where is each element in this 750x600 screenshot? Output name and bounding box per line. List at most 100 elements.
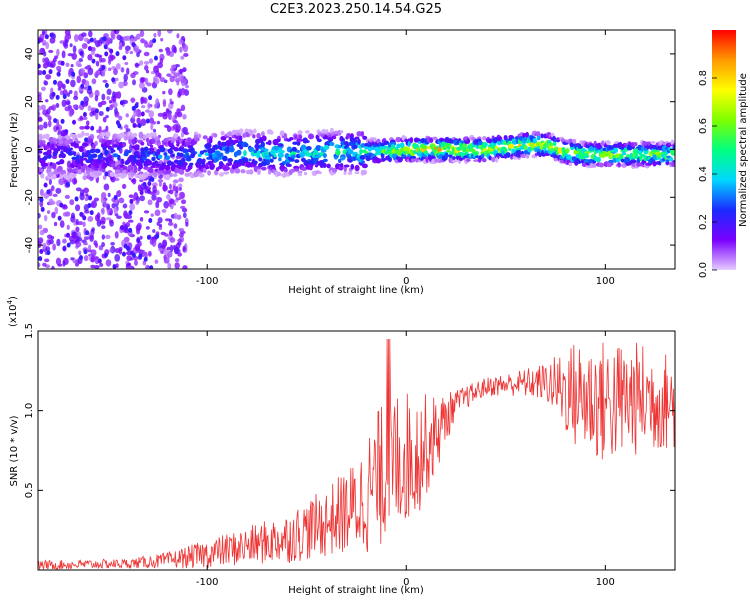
spectrogram-cell bbox=[138, 81, 145, 89]
spectrogram-cell bbox=[137, 122, 142, 128]
spectrogram-cell bbox=[167, 222, 174, 226]
spectrogram-cell bbox=[139, 179, 144, 183]
spectrogram-cell bbox=[180, 79, 187, 87]
snr-plot-area bbox=[38, 338, 675, 570]
spectrogram-cell bbox=[213, 133, 218, 138]
spectrogram-cell bbox=[73, 34, 79, 42]
spectrogram-cell bbox=[183, 89, 190, 96]
spectrogram-cell bbox=[51, 211, 56, 219]
spectrogram-cell bbox=[61, 99, 67, 108]
spectrogram-cell bbox=[121, 183, 127, 189]
spectrogram-cell bbox=[94, 243, 99, 248]
spectrogram-cell bbox=[186, 155, 191, 160]
spectrogram-cell bbox=[283, 168, 288, 173]
chart-title: C2E3.2023.250.14.54.G25 bbox=[269, 2, 443, 17]
spectrogram-cell bbox=[42, 62, 49, 69]
spectrogram-cell bbox=[481, 153, 485, 159]
spectrogram-cell bbox=[158, 48, 163, 53]
spectrogram-cell bbox=[61, 50, 66, 59]
spectrogram-cell bbox=[293, 168, 300, 172]
spectrogram-cell bbox=[132, 122, 137, 128]
spectrogram-cell bbox=[165, 155, 171, 161]
spectrogram-cell bbox=[114, 254, 121, 262]
spectrogram-cell bbox=[298, 134, 303, 140]
x-tick-label: 0 bbox=[403, 577, 409, 588]
spectrogram-cell bbox=[131, 105, 136, 111]
spectrogram-cell bbox=[100, 196, 105, 204]
spectrogram-cell bbox=[38, 155, 41, 160]
spectrogram-cell bbox=[79, 211, 84, 217]
spectrogram-cell bbox=[640, 146, 645, 152]
spectrogram-cell bbox=[62, 212, 68, 217]
spectrogram-cell bbox=[612, 143, 618, 149]
spectrogram-cell bbox=[140, 141, 145, 146]
spectrogram-cell bbox=[38, 63, 41, 69]
spectrogram-cell bbox=[75, 60, 81, 67]
spectrogram-cell bbox=[340, 155, 346, 161]
spectrogram-cell bbox=[245, 161, 250, 167]
spectrogram-cell bbox=[66, 92, 71, 97]
spectrogram-cell bbox=[168, 198, 175, 205]
snr-multiplier-close: ) bbox=[8, 296, 19, 300]
spectrogram-cell bbox=[39, 188, 44, 197]
spectrogram-cell bbox=[347, 149, 354, 155]
spectrogram-cell bbox=[326, 163, 331, 169]
spectrogram-cell bbox=[67, 138, 74, 143]
spectrogram-cell bbox=[119, 100, 124, 106]
spectrogram-cell bbox=[106, 203, 111, 210]
spectrogram-cell bbox=[62, 42, 68, 47]
spectrogram-cell bbox=[630, 159, 637, 164]
spectrogram-cell bbox=[445, 143, 452, 147]
spectrogram-ylabel: Frequency (Hz) bbox=[9, 112, 20, 188]
spectrogram-cell bbox=[155, 233, 160, 239]
spectrogram-cell bbox=[129, 50, 134, 55]
spectrogram-cell bbox=[79, 146, 83, 153]
spectrogram-cell bbox=[580, 153, 586, 160]
spectrogram-cell bbox=[189, 162, 194, 166]
spectrogram-cell bbox=[39, 197, 44, 203]
spectrogram-cell bbox=[38, 94, 42, 103]
spectrogram-cell bbox=[144, 41, 149, 48]
spectrogram-cell bbox=[222, 155, 228, 162]
spectrogram-cell bbox=[180, 132, 185, 138]
spectrogram-xlabel: Height of straight line (km) bbox=[288, 285, 424, 296]
spectrogram-cell bbox=[244, 128, 249, 133]
spectrogram-cell bbox=[543, 142, 548, 148]
spectrogram-cell bbox=[153, 65, 159, 70]
spectrogram-cell bbox=[294, 159, 300, 164]
spectrogram-cell bbox=[213, 169, 219, 176]
spectrogram-cell bbox=[126, 255, 133, 262]
spectrogram-cell bbox=[162, 184, 168, 192]
spectrogram-cell bbox=[198, 173, 205, 178]
spectrogram-cell bbox=[105, 131, 111, 138]
spectrogram-cell bbox=[108, 99, 112, 104]
colorbar-gradient bbox=[712, 30, 736, 270]
spectrogram-cell bbox=[143, 60, 150, 65]
y-tick-label: 1.5 bbox=[24, 323, 35, 339]
spectrogram-cell bbox=[38, 117, 43, 123]
spectrogram-cell bbox=[103, 183, 110, 191]
spectrogram-cell bbox=[167, 149, 174, 154]
spectrogram-cell bbox=[584, 152, 589, 157]
spectrogram-cell bbox=[79, 50, 84, 56]
spectrogram-cell bbox=[234, 168, 241, 174]
spectrogram-cell bbox=[142, 181, 147, 187]
spectrogram-cell bbox=[633, 141, 638, 147]
spectrogram-cell bbox=[168, 230, 173, 236]
spectrogram-cell bbox=[83, 249, 88, 255]
spectrogram-cell bbox=[64, 106, 71, 112]
spectrogram-cell bbox=[178, 146, 185, 151]
spectrogram-cell bbox=[72, 173, 77, 178]
spectrogram-cell bbox=[178, 168, 185, 175]
spectrogram-cell bbox=[133, 45, 140, 54]
spectrogram-cell bbox=[47, 120, 52, 128]
spectrogram-cell bbox=[89, 37, 94, 43]
spectrogram-cell bbox=[591, 163, 597, 168]
spectrogram-cell bbox=[280, 167, 284, 172]
spectrogram-cell bbox=[94, 89, 100, 98]
spectrogram-cell bbox=[207, 170, 211, 176]
spectrogram-cell bbox=[174, 262, 180, 269]
spectrogram-cell bbox=[58, 178, 65, 186]
spectrogram-cell bbox=[626, 144, 633, 151]
spectrogram-cell bbox=[151, 156, 156, 162]
